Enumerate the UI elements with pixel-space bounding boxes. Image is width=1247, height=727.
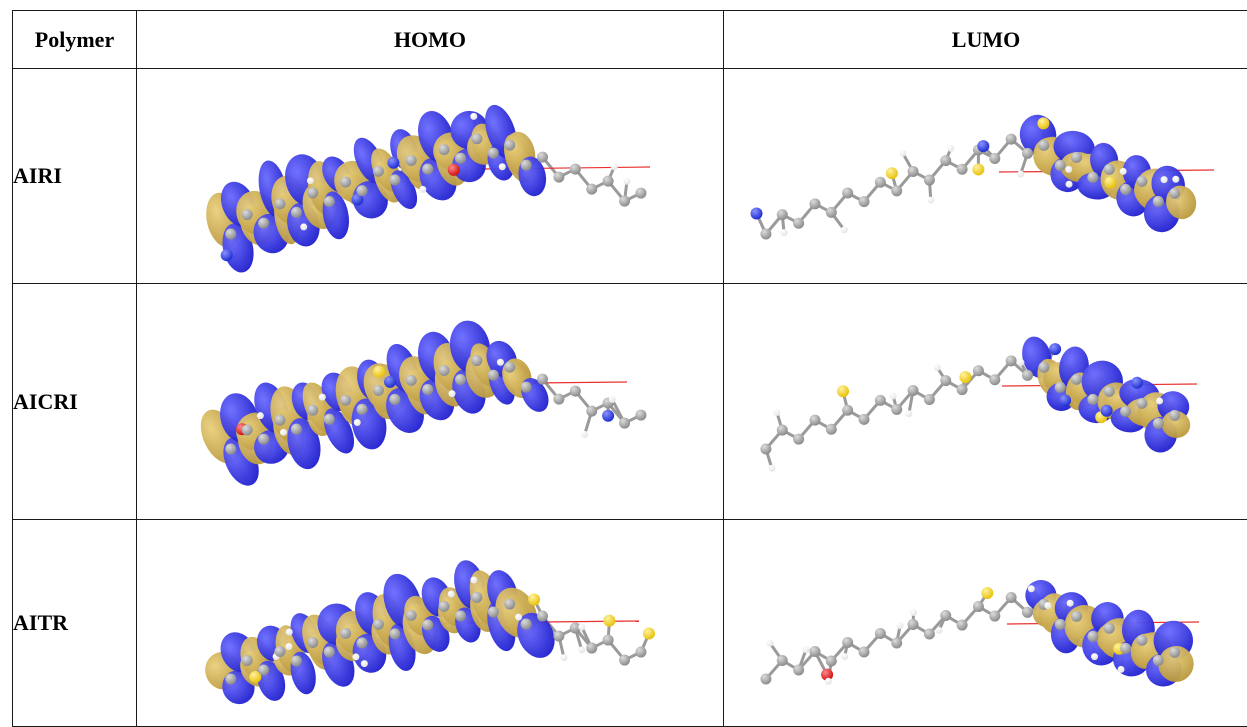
aicri-lumo-image (724, 284, 1247, 520)
polymer-name-aicri: AICRI (13, 284, 137, 520)
polymer-name-airi: AIRI (13, 69, 137, 284)
airi-lumo-image (724, 69, 1247, 284)
polymer-name-aitr: AITR (13, 520, 137, 727)
header-lumo: LUMO (724, 11, 1247, 69)
header-homo: HOMO (137, 11, 724, 69)
header-polymer: Polymer (13, 11, 137, 69)
aicri-homo-image (137, 284, 724, 520)
orbital-table: Polymer HOMO LUMO AIRI AICRI AITR (12, 10, 1247, 727)
aitr-homo-image (137, 520, 724, 727)
airi-homo-image (137, 69, 724, 284)
aitr-lumo-image (724, 520, 1247, 727)
